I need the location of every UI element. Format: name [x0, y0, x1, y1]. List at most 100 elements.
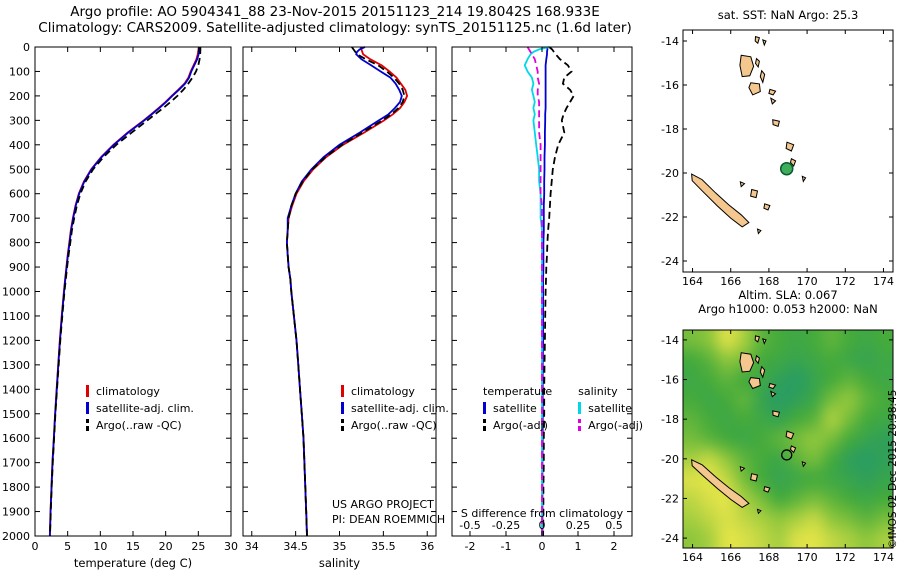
legend-item-argo-raw: Argo(..raw -QC) — [86, 417, 194, 434]
island-maewo — [754, 354, 760, 365]
tick-label: 168 — [758, 275, 779, 288]
island-lifou — [750, 473, 759, 482]
island-erromango — [785, 141, 795, 152]
legend-item-climatology: climatology — [341, 383, 449, 400]
legend-item-climatology: climatology — [86, 383, 194, 400]
tick-label: 34 — [245, 540, 259, 553]
island-efate — [772, 410, 781, 418]
legend-item-argo-t: Argo(-adj) — [483, 417, 552, 434]
tick-label: -0.25 — [492, 519, 520, 532]
tick-label: -22 — [661, 492, 679, 505]
tick-label: 5 — [64, 540, 71, 553]
tick-label: 400 — [9, 139, 30, 152]
legend-item-argo-raw: Argo(..raw -QC) — [341, 417, 449, 434]
island-mare — [763, 485, 771, 493]
tick-label: -14 — [661, 334, 679, 347]
legend-item-satellite-t: satellite — [483, 400, 552, 417]
island-mare — [763, 203, 771, 211]
island-new-caledonia — [691, 173, 750, 228]
legend-label: satellite-adj. clim. — [96, 402, 194, 415]
island-banks-1 — [754, 35, 761, 45]
satellite-adj-line-swatch — [341, 402, 344, 414]
project-credits: US ARGO PROJECT PI: DEAN ROEMMICH — [332, 497, 445, 527]
island-ouvea — [739, 180, 746, 188]
island-tanna — [789, 157, 797, 167]
tick-label: -16 — [661, 79, 679, 92]
tick-label: 172 — [835, 551, 856, 564]
island-efate — [772, 119, 781, 128]
temperature-line-2 — [49, 46, 202, 537]
tick-label: 200 — [9, 90, 30, 103]
temperature-line-0 — [48, 46, 200, 537]
tick-label: 1700 — [2, 457, 30, 470]
tick-label: 0 — [32, 540, 39, 553]
island-new-caledonia — [691, 458, 750, 508]
tick-label: 1 — [575, 540, 582, 553]
argo-position-marker — [779, 161, 794, 176]
map-sst-axes-box — [682, 29, 894, 273]
figure-title-line-1: Argo profile: AO 5904341_88 23-Nov-2015 … — [70, 4, 600, 20]
tick-label: -1 — [501, 540, 512, 553]
island-ambrym — [768, 382, 777, 390]
argo-position-marker — [781, 449, 793, 461]
map-sla-panel: 164 166 168 170 172 174 -14 -16 -18 -20 -22 -24 — [661, 329, 894, 564]
island-pentecost — [759, 69, 766, 84]
island-ile-des-pins — [756, 508, 762, 515]
difference-line-2 — [523, 46, 550, 536]
legend-label: Argo(-adj) — [493, 419, 548, 432]
island-malakula — [748, 377, 761, 390]
legend-item-satellite-adj: satellite-adj. clim. — [341, 400, 449, 417]
tick-label: 500 — [9, 163, 30, 176]
sla-map-title-line-2: Argo h1000: 0.053 h2000: NaN — [698, 302, 878, 316]
satellite-s-line-swatch — [578, 402, 582, 414]
tick-label: 800 — [9, 237, 30, 250]
tick-label: 900 — [9, 261, 30, 274]
tick-label: 30 — [224, 540, 238, 553]
tick-label: 168 — [758, 551, 779, 564]
difference-panel: -2 -1 0 1 2 -0.5 -0.25 0 0.25 0.5 — [451, 46, 633, 553]
tick-label: 174 — [873, 551, 894, 564]
legend-label: climatology — [351, 385, 415, 398]
island-epi — [770, 97, 777, 105]
tick-label: 1200 — [2, 334, 30, 347]
salinity-legend: climatology satellite-adj. clim. Argo(..… — [341, 383, 449, 434]
map-sst-panel: 164 166 168 170 172 174 -14 -16 -18 -20 -22 -24 — [661, 29, 894, 288]
island-epi — [770, 390, 777, 398]
legend-label: Argo(-adj) — [588, 419, 644, 432]
tick-label: 166 — [720, 275, 741, 288]
island-pentecost — [759, 365, 766, 379]
island-banks-2 — [762, 39, 767, 47]
legend-item-satellite-adj: satellite-adj. clim. — [86, 400, 194, 417]
tick-label: 1000 — [2, 286, 30, 299]
s-difference-axis-label: S difference from climatology — [460, 507, 624, 520]
legend-label: satellite-adj. clim. — [351, 402, 449, 415]
tick-label: 10 — [93, 540, 107, 553]
legend-label: satellite — [493, 402, 537, 415]
tick-label: 164 — [682, 551, 703, 564]
project-pi: PI: DEAN ROEMMICH — [332, 513, 446, 526]
tick-label: 35.5 — [371, 540, 396, 553]
island-banks-1 — [754, 335, 761, 343]
tick-label: 100 — [9, 65, 30, 78]
salinity-axis-label: salinity — [318, 556, 361, 570]
island-aneityum — [801, 460, 807, 468]
temperature-axis-label: temperature (deg C) — [73, 556, 193, 570]
argo-s-line-swatch — [578, 419, 582, 431]
map-sla-axes-box — [682, 329, 894, 549]
tick-label: 0 — [23, 41, 30, 54]
tick-label: 2000 — [2, 530, 30, 543]
imos-timestamp: ©IMOS 02-Dec-2015 20:38:45 — [887, 389, 899, 549]
salinity-line-2 — [285, 46, 406, 537]
tick-label: -18 — [661, 123, 679, 136]
tick-label: 172 — [835, 275, 856, 288]
salinity-panel: 34 34.5 35 35.5 36 — [242, 46, 437, 553]
tick-label: 35 — [333, 540, 347, 553]
tick-label: 1300 — [2, 359, 30, 372]
temperature-legend: climatology satellite-adj. clim. Argo(..… — [86, 383, 194, 434]
tick-label: -14 — [661, 35, 679, 48]
tick-label: 2 — [611, 540, 618, 553]
figure-title-line-2: Climatology: CARS2009. Satellite-adjuste… — [38, 20, 632, 36]
island-malakula — [748, 82, 761, 96]
